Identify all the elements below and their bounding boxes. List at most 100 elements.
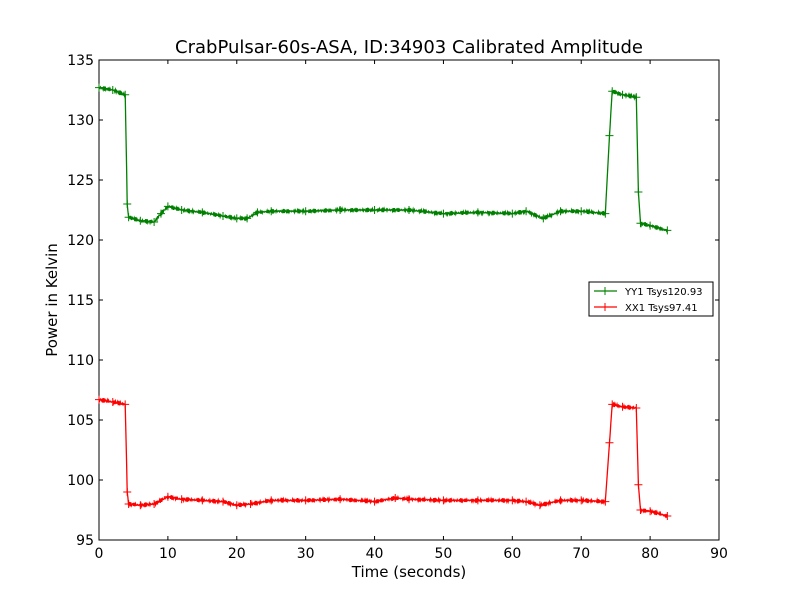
legend-label: XX1 Tsys97.41: [625, 303, 698, 314]
series-point: [253, 208, 262, 217]
series-point: [121, 90, 130, 99]
series-point: [108, 86, 117, 94]
series-point: [636, 219, 645, 228]
series-point: [301, 207, 310, 216]
series-point: [123, 488, 132, 496]
series-point: [577, 496, 586, 505]
x-tick-label: 60: [503, 546, 521, 562]
series-point: [95, 395, 103, 404]
series-point: [634, 480, 643, 489]
series-point: [136, 216, 145, 225]
series-point: [301, 496, 310, 505]
series-point: [646, 221, 655, 230]
series-point: [336, 495, 345, 504]
x-axis-label: Time (seconds): [351, 563, 467, 581]
x-tick-label: 90: [710, 546, 728, 562]
series-point: [123, 200, 132, 208]
y-tick-label: 100: [67, 473, 94, 489]
y-tick-label: 130: [67, 113, 94, 129]
series-point: [632, 404, 641, 412]
series-point: [124, 500, 133, 508]
series-point: [577, 207, 586, 216]
y-tick-label: 105: [67, 413, 94, 429]
series-point: [232, 501, 241, 510]
y-tick-label: 120: [67, 233, 94, 249]
series-layer: [95, 83, 672, 520]
series-point: [177, 206, 186, 214]
series-point: [108, 398, 117, 406]
series-point: [508, 496, 517, 505]
series-point: [539, 214, 548, 223]
series-point: [95, 83, 103, 92]
series-point: [522, 497, 531, 506]
series-point: [535, 501, 544, 510]
series-point: [163, 202, 172, 211]
series-point: [246, 500, 255, 508]
series-point: [663, 226, 672, 235]
x-tick-label: 80: [641, 546, 659, 562]
x-tick-label: 30: [297, 546, 315, 562]
series-point: [473, 496, 482, 505]
series-point: [177, 495, 186, 504]
series-point: [232, 214, 241, 223]
series-point: [646, 507, 655, 516]
series-line: [98, 85, 668, 233]
series-point: [618, 90, 627, 99]
legend-box: [588, 281, 714, 317]
series-point: [219, 497, 227, 506]
x-tick-label: 50: [435, 546, 453, 562]
series-point: [439, 209, 448, 218]
legend-marker: [601, 303, 609, 311]
series-point: [157, 209, 165, 218]
series-point: [663, 512, 672, 520]
series-point: [556, 207, 565, 216]
series-point: [601, 209, 610, 218]
series-point: [243, 214, 252, 223]
y-tick-label: 110: [67, 353, 94, 369]
series-point: [601, 497, 610, 506]
legend-marker: [601, 287, 609, 295]
y-tick-label: 115: [67, 293, 94, 309]
series-point: [124, 213, 133, 222]
x-tick-label: 40: [366, 546, 384, 562]
series-point: [391, 494, 400, 502]
chart-title: CrabPulsar-60s-ASA, ID:34903 Calibrated …: [175, 37, 643, 58]
series-point: [473, 208, 482, 217]
x-tick-label: 20: [228, 546, 246, 562]
series-point: [370, 497, 379, 506]
series-1: [95, 83, 672, 235]
series-line: [98, 397, 668, 519]
legend: YY1 Tsys120.93 XX1 Tsys97.41: [588, 281, 714, 317]
series-point: [405, 206, 413, 214]
series-point: [634, 188, 643, 196]
series-point: [405, 495, 413, 504]
series-point: [605, 438, 614, 447]
series-point: [150, 218, 159, 226]
series-point: [121, 400, 130, 409]
x-tick-label: 70: [572, 546, 590, 562]
series-2: [95, 395, 672, 520]
legend-label: YY1 Tsys120.93: [624, 287, 703, 298]
series-point: [198, 496, 207, 505]
series-point: [267, 207, 276, 216]
series-point: [150, 500, 159, 508]
series-point: [632, 93, 641, 102]
y-tick-label: 125: [67, 173, 94, 189]
series-point: [136, 501, 145, 510]
series-point: [605, 131, 614, 140]
series-point: [370, 206, 379, 214]
x-tick-label: 10: [159, 546, 177, 562]
series-point: [636, 506, 645, 514]
y-tick-label: 135: [67, 53, 94, 69]
series-point: [508, 209, 517, 218]
series-point: [267, 496, 276, 505]
series-point: [219, 212, 227, 220]
y-tick-label: 95: [76, 533, 94, 549]
series-point: [198, 208, 207, 217]
series-point: [439, 496, 448, 505]
series-point: [556, 496, 565, 505]
series-point: [163, 492, 172, 501]
series-point: [336, 206, 345, 214]
series-point: [608, 87, 617, 96]
